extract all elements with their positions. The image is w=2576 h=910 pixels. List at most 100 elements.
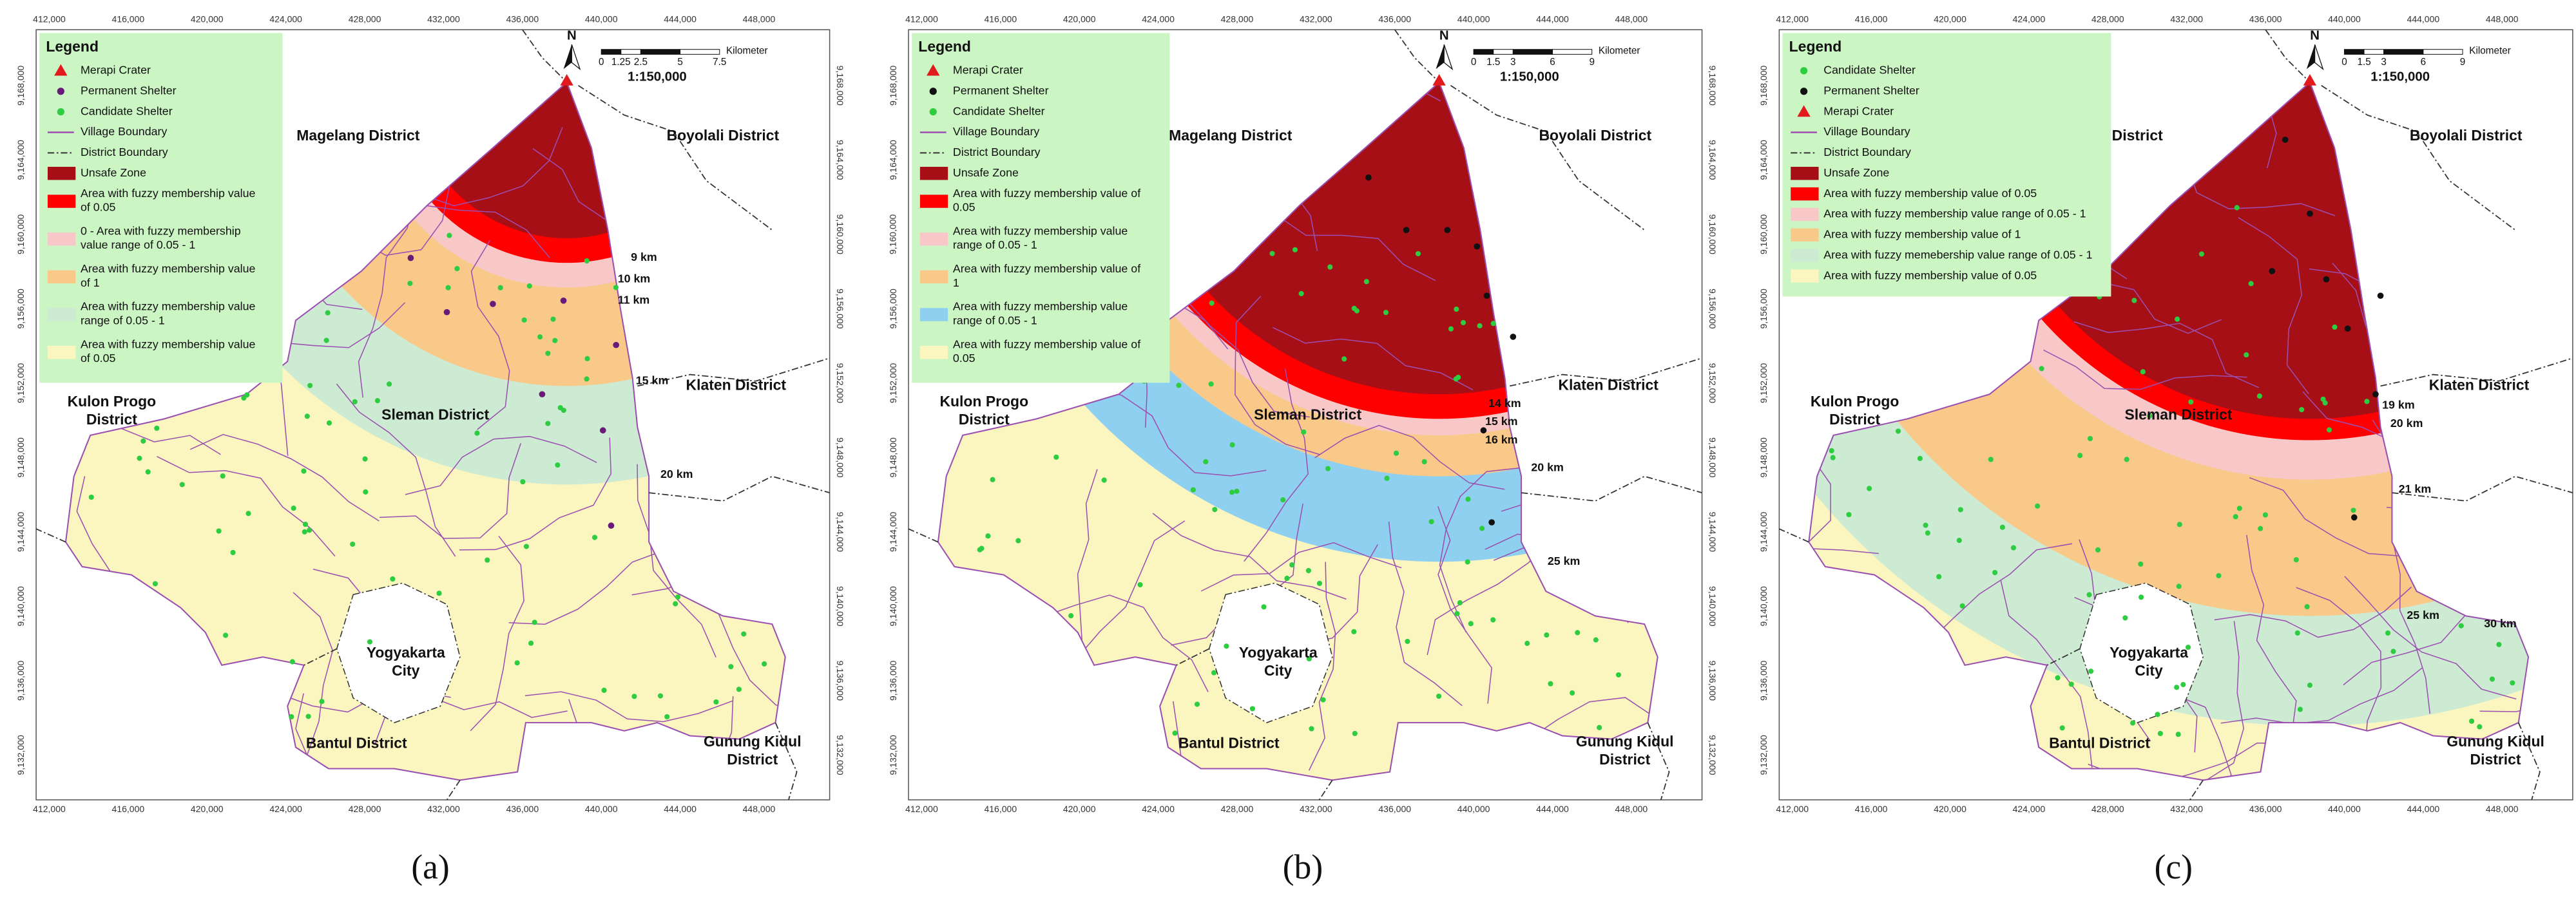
district-label: City — [2135, 662, 2163, 679]
district-label: District — [1599, 751, 1650, 768]
legend-label: Area with fuzzy membership value — [81, 337, 256, 350]
candidate-shelter — [1327, 264, 1333, 270]
legend-box — [39, 33, 283, 383]
y-coordinate-label: 9,144,000 — [15, 511, 26, 552]
permanent-shelter — [2269, 268, 2276, 274]
village-boundary — [2043, 349, 2247, 390]
candidate-shelter — [216, 528, 222, 534]
candidate-shelter — [1615, 672, 1622, 678]
distance-label: 20 km — [660, 468, 693, 480]
legend: Legend Candidate Shelter Permanent Shelter… — [1782, 33, 2111, 297]
village-boundary — [2177, 621, 2244, 781]
merapi-crater — [560, 73, 573, 86]
x-coordinate-label: 420,000 — [1934, 14, 1966, 24]
scale-tick-label: 6 — [1550, 57, 1555, 68]
legend-symbol — [47, 167, 76, 180]
x-coordinate-label: 448,000 — [2486, 14, 2519, 24]
y-coordinate-label: 9,156,000 — [1758, 289, 1769, 329]
candidate-shelter — [2188, 399, 2194, 405]
legend-label: Area with fuzzy membership value of — [953, 337, 1140, 350]
candidate-shelter — [2138, 561, 2144, 567]
x-coordinate-label: 432,000 — [1300, 14, 1332, 24]
district-label: Klaten District — [686, 376, 787, 393]
candidate-shelter — [1383, 310, 1389, 316]
legend-symbol — [57, 108, 64, 116]
candidate-shelter — [244, 392, 250, 398]
x-coordinate-label: 424,000 — [2013, 14, 2046, 24]
candidate-shelter — [1956, 538, 1962, 544]
district-label: Kulon Progo — [68, 393, 157, 410]
village-boundary — [2073, 321, 2260, 388]
legend-box — [1782, 33, 2111, 297]
candidate-shelter — [1593, 637, 1599, 643]
candidate-shelter — [1490, 617, 1496, 623]
north-label: N — [567, 29, 577, 43]
candidate-shelter — [1101, 477, 1107, 483]
candidate-shelter — [2350, 507, 2356, 513]
candidate-shelter — [301, 468, 307, 474]
legend-label: range of 0.05 - 1 — [81, 314, 165, 327]
candidate-shelter — [302, 522, 309, 527]
y-coordinate-label: 9,156,000 — [888, 289, 898, 329]
candidate-shelter — [550, 316, 556, 322]
district-label: City — [392, 662, 420, 679]
candidate-shelter — [1229, 489, 1235, 495]
x-coordinate-label: 416,000 — [112, 804, 145, 814]
legend-symbol — [47, 232, 76, 246]
candidate-shelter — [350, 541, 356, 547]
district-boundary — [522, 29, 568, 83]
y-coordinate-label: 9,152,000 — [1707, 363, 1718, 404]
y-coordinate-label: 9,148,000 — [15, 437, 26, 478]
x-coordinate-label: 448,000 — [1615, 14, 1648, 24]
distance-label: 20 km — [1531, 461, 1564, 474]
candidate-shelter — [1479, 526, 1485, 531]
village-boundary — [1437, 506, 1492, 704]
candidate-shelter — [1176, 383, 1182, 388]
legend-label: of 0.05 — [81, 352, 116, 365]
district-boundary — [637, 357, 830, 387]
distance-label: 15 km — [1485, 415, 1518, 428]
candidate-shelter — [2087, 435, 2093, 442]
x-coordinate-label: 412,000 — [1776, 804, 1809, 814]
candidate-shelter — [1316, 580, 1323, 586]
y-coordinate-label: 9,136,000 — [15, 660, 26, 701]
y-coordinate-label: 9,140,000 — [835, 586, 845, 627]
legend-label: Merapi Crater — [953, 64, 1023, 77]
x-coordinate-label: 428,000 — [2091, 14, 2124, 24]
candidate-shelter — [485, 557, 490, 563]
candidate-shelter — [552, 337, 558, 343]
district-label: District — [727, 751, 778, 768]
y-coordinate-label: 9,136,000 — [1707, 661, 1718, 701]
village-boundary — [1809, 454, 1831, 627]
candidate-shelter — [2258, 526, 2264, 531]
y-coordinate-label: 9,156,000 — [835, 289, 845, 329]
candidate-shelter — [985, 533, 991, 539]
distance-label: 9 km — [631, 251, 657, 263]
candidate-shelter — [152, 581, 159, 587]
permanent-shelter — [539, 391, 546, 398]
merapi-crater — [2303, 73, 2317, 86]
candidate-shelter — [2234, 205, 2240, 211]
legend-symbol — [47, 345, 76, 359]
candidate-shelter — [1194, 701, 1200, 707]
distance-label: 25 km — [2407, 609, 2439, 621]
legend-symbol — [919, 308, 948, 321]
village-boundary — [1235, 296, 1321, 455]
scale-tick-label: 0 — [2341, 57, 2347, 68]
distance-label: 16 km — [1485, 433, 1518, 446]
y-coordinate-label: 9,156,000 — [1707, 289, 1718, 329]
candidate-shelter — [1053, 454, 1059, 460]
region-outline — [64, 81, 786, 781]
legend-label: Area with fuzzy membership value of 0.05 — [1823, 269, 2037, 281]
legend-symbol — [1791, 167, 1819, 180]
candidate-shelter — [1477, 323, 1483, 328]
legend-symbol — [1800, 67, 1808, 75]
candidate-shelter — [1224, 643, 1229, 649]
candidate-shelter — [762, 661, 767, 667]
scale-bar-segment — [2343, 49, 2365, 55]
y-coordinate-label: 9,132,000 — [888, 735, 898, 775]
legend-symbol — [1791, 228, 1819, 242]
district-boundary — [2380, 357, 2573, 387]
candidate-shelter — [713, 699, 719, 705]
